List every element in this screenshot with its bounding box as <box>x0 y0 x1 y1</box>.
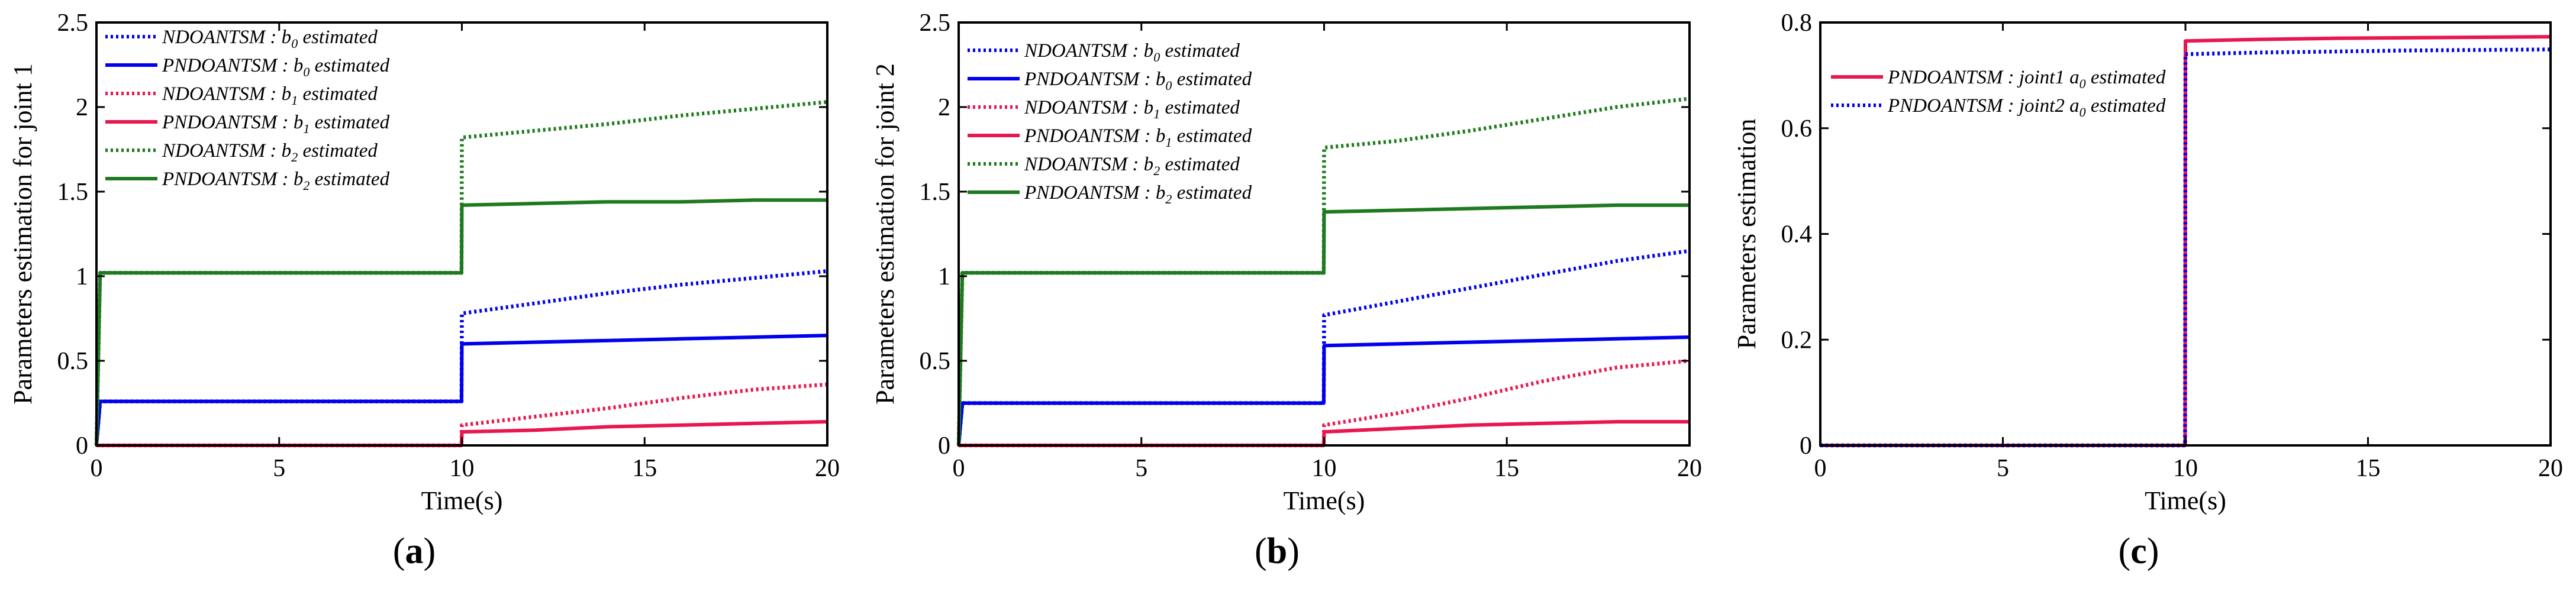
y-tick-label: 0 <box>76 432 88 460</box>
legend-entry: PNDOANTSM : b0 estimated <box>162 55 390 79</box>
y-tick-label: 0 <box>1800 432 1812 460</box>
x-tick-label: 5 <box>1997 455 2009 482</box>
legend: NDOANTSM : b0 estimated PNDOANTSM : b0 es… <box>105 27 390 193</box>
x-axis-label: Time(s) <box>421 486 503 515</box>
x-tick-label: 10 <box>1312 455 1337 482</box>
series-line-b-1 <box>957 335 1690 446</box>
x-tick-label: 20 <box>2538 455 2563 482</box>
legend-entry: NDOANTSM : b1 estimated <box>162 83 378 108</box>
legend-entry: NDOANTSM : b2 estimated <box>162 140 378 164</box>
y-tick-label: 2.5 <box>920 9 951 37</box>
chart-panel-a: 0 5 10 15 20 0 0.5 1 1.5 2 2.5 Time(s) Parameters es… <box>8 9 840 571</box>
x-tick-label: 15 <box>632 455 657 482</box>
x-tick-label: 10 <box>2173 455 2198 482</box>
series-line-a-0 <box>94 269 828 446</box>
y-tick-label: 0.5 <box>920 348 951 375</box>
x-tick-label: 20 <box>1677 455 1702 482</box>
x-tick-label: 20 <box>815 455 840 482</box>
x-tick-label: 15 <box>2356 455 2381 482</box>
x-tick-label: 0 <box>1814 455 1827 482</box>
y-tick-label: 1 <box>938 263 950 290</box>
legend-entry: PNDOANTSM : b1 estimated <box>1024 125 1252 150</box>
y-axis-label: Parameters estimation for joint 1 <box>8 63 37 405</box>
series-line-a-5 <box>95 198 827 446</box>
x-axis-label: Time(s) <box>2145 486 2226 515</box>
legend: NDOANTSM : b0 estimated PNDOANTSM : b0 es… <box>968 40 1252 206</box>
chart-panel-b: 0 5 10 15 20 0 0.5 1 1.5 2 2.5 Time(s) Parameters es… <box>871 9 1702 571</box>
legend-entry: NDOANTSM : b1 estimated <box>1024 97 1240 121</box>
legend-entry: NDOANTSM : b2 estimated <box>1024 154 1240 178</box>
y-tick-label: 0.8 <box>1781 9 1813 37</box>
x-tick-label: 5 <box>1135 455 1147 482</box>
x-axis-label: Time(s) <box>1284 486 1365 515</box>
legend-entry: PNDOANTSM : joint2 a0 estimated <box>1887 95 2166 119</box>
y-tick-label: 0.5 <box>57 348 89 375</box>
x-tick-label: 0 <box>953 455 965 482</box>
legend: PNDOANTSM : joint1 a0 estimated PNDOANTSM… <box>1831 67 2166 119</box>
series-line-b-0 <box>956 248 1690 446</box>
x-tick-label: 5 <box>273 455 285 482</box>
y-tick-label: 0.4 <box>1781 221 1813 248</box>
y-axis-label: Parameters estimation <box>1732 119 1761 350</box>
y-tick-label: 0.6 <box>1781 115 1813 143</box>
y-tick-label: 2 <box>76 94 88 121</box>
y-tick-label: 0.2 <box>1781 327 1813 354</box>
series-line-b-5 <box>957 203 1690 446</box>
panel-caption: (b) <box>1255 531 1300 571</box>
legend-entry: PNDOANTSM : b0 estimated <box>1024 69 1252 93</box>
panel-caption: (c) <box>2119 531 2159 571</box>
legend-entry: PNDOANTSM : b2 estimated <box>162 169 390 193</box>
legend-entry: PNDOANTSM : b1 estimated <box>162 112 390 136</box>
y-tick-label: 2.5 <box>57 9 89 37</box>
legend-entry: NDOANTSM : b0 estimated <box>162 27 378 51</box>
y-tick-label: 1 <box>76 263 88 290</box>
y-tick-label: 0 <box>938 432 950 460</box>
legend-entry: NDOANTSM : b0 estimated <box>1024 40 1240 64</box>
panel-caption: (a) <box>393 531 436 571</box>
x-tick-label: 0 <box>91 455 103 482</box>
y-tick-label: 2 <box>938 94 950 121</box>
legend-entry: PNDOANTSM : joint1 a0 estimated <box>1887 67 2166 91</box>
chart-panel-c: 0 5 10 15 20 0 0.2 0.4 0.6 0.8 Time(s) Parameters e… <box>1732 9 2563 571</box>
series-line-a-1 <box>95 334 828 446</box>
x-tick-label: 15 <box>1494 455 1519 482</box>
y-tick-label: 1.5 <box>920 179 951 206</box>
y-axis-label: Parameters estimation for joint 2 <box>871 63 899 405</box>
y-tick-label: 1.5 <box>57 179 89 206</box>
legend-entry: PNDOANTSM : b2 estimated <box>1024 182 1252 206</box>
x-tick-label: 10 <box>450 455 475 482</box>
